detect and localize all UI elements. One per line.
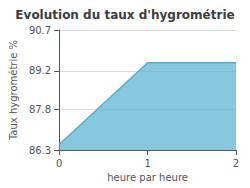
svg-text:heure par heure: heure par heure (107, 172, 188, 183)
svg-text:Taux hygrométrie %: Taux hygrométrie % (8, 40, 19, 141)
svg-text:2: 2 (233, 158, 239, 169)
svg-text:Evolution du taux d'hygrométri: Evolution du taux d'hygrométrie (15, 8, 234, 22)
svg-text:1: 1 (144, 158, 150, 169)
svg-text:90.7: 90.7 (29, 25, 51, 36)
svg-text:0: 0 (56, 158, 62, 169)
svg-text:87.8: 87.8 (29, 104, 51, 115)
svg-text:86.3: 86.3 (29, 145, 51, 156)
svg-text:89.2: 89.2 (29, 65, 51, 76)
